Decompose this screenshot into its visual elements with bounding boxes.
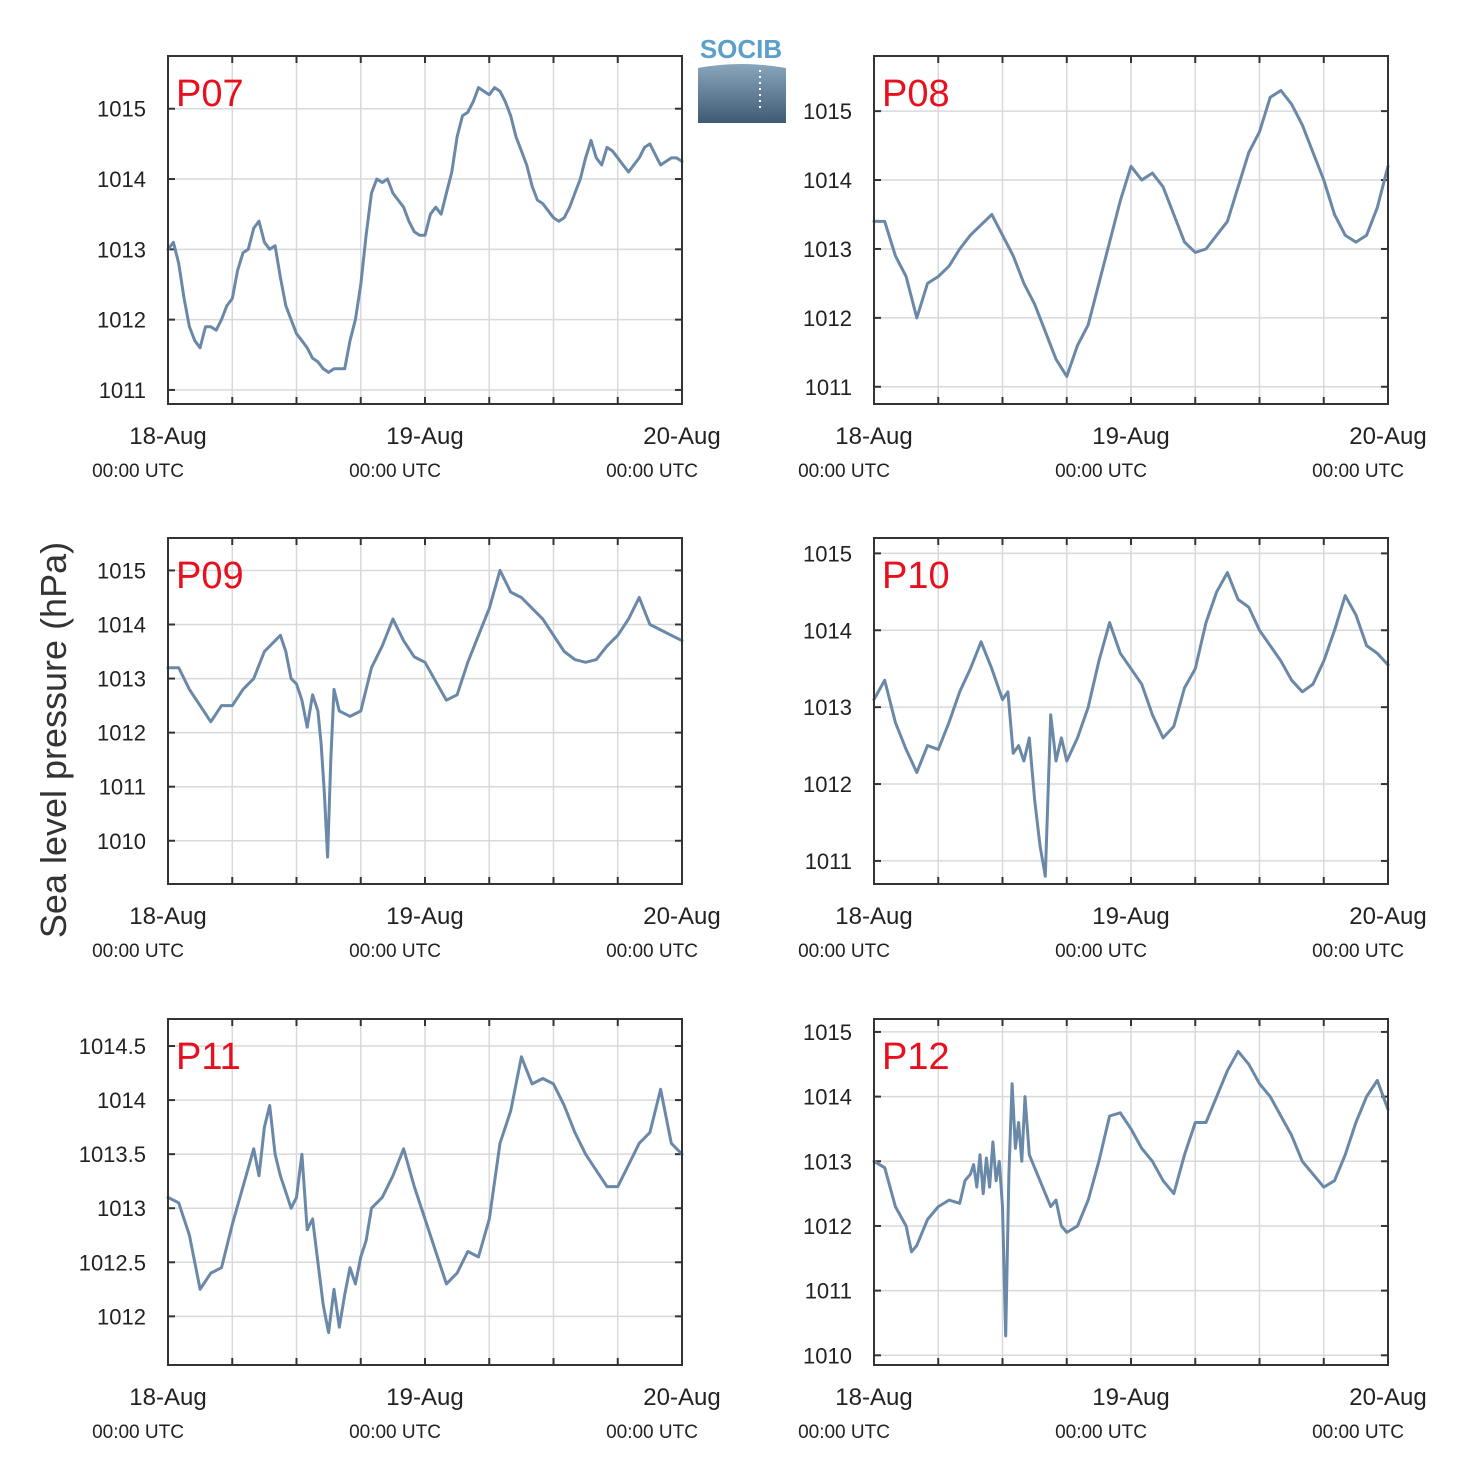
y-tick-label: 1014 bbox=[803, 168, 852, 193]
x-tick-label-time: 00:00 UTC bbox=[92, 1422, 184, 1443]
x-tick-label-date: 18-Aug bbox=[129, 903, 206, 930]
y-tick-label: 1012 bbox=[803, 1214, 852, 1239]
x-tick-label-date: 19-Aug bbox=[1092, 903, 1169, 930]
x-tick-label-time: 00:00 UTC bbox=[606, 941, 698, 962]
x-tick-label-time: 00:00 UTC bbox=[1055, 941, 1147, 962]
x-tick-label-date: 20-Aug bbox=[643, 1384, 720, 1411]
x-tick-label-date: 18-Aug bbox=[129, 1384, 206, 1411]
y-tick-label: 1012.5 bbox=[79, 1250, 146, 1275]
chart-panel-p10: 1011 1012 1013 1014 1015 18-Aug 00:00 UTC 19-Au… bbox=[798, 537, 1427, 962]
y-axis-label: Sea level pressure (hPa) bbox=[33, 542, 74, 938]
socib-logo: SOCIB bbox=[698, 34, 786, 123]
x-tick-label-time: 00:00 UTC bbox=[798, 941, 890, 962]
x-tick-label-date: 18-Aug bbox=[835, 903, 912, 930]
x-tick-label-time: 00:00 UTC bbox=[798, 1422, 890, 1443]
y-tick-label: 1011 bbox=[99, 775, 146, 800]
x-tick-label-time: 00:00 UTC bbox=[92, 461, 184, 482]
y-tick-label: 1012 bbox=[97, 1304, 146, 1329]
y-tick-label: 1014.5 bbox=[79, 1034, 146, 1059]
y-tick-label: 1014 bbox=[803, 1085, 852, 1110]
y-tick-label: 1014 bbox=[97, 613, 146, 638]
y-tick-label: 1011 bbox=[805, 375, 852, 400]
y-tick-label: 1013 bbox=[97, 667, 146, 692]
panel-label-p08: P08 bbox=[882, 73, 950, 115]
x-tick-label-time: 00:00 UTC bbox=[606, 461, 698, 482]
y-tick-label: 1011 bbox=[99, 378, 146, 403]
x-tick-label-time: 00:00 UTC bbox=[1055, 1422, 1147, 1443]
axis-frame bbox=[167, 55, 683, 405]
x-tick-label-time: 00:00 UTC bbox=[1312, 941, 1404, 962]
y-tick-label: 1012 bbox=[97, 308, 146, 333]
x-tick-label-date: 18-Aug bbox=[835, 1384, 912, 1411]
x-tick-label-date: 19-Aug bbox=[386, 1384, 463, 1411]
x-tick-label-date: 20-Aug bbox=[643, 423, 720, 450]
y-tick-label: 1015 bbox=[803, 99, 852, 124]
x-tick-label-time: 00:00 UTC bbox=[1312, 461, 1404, 482]
axis-frame bbox=[873, 537, 1389, 885]
panel-label-p11: P11 bbox=[176, 1036, 241, 1078]
y-tick-label: 1012 bbox=[97, 721, 146, 746]
series-line-p09 bbox=[166, 568, 684, 859]
x-tick-label-time: 00:00 UTC bbox=[349, 1422, 441, 1443]
chart-panel-p12: 1010 1011 1012 1013 1014 1015 18-Aug 00:00 UTC 1… bbox=[798, 1018, 1427, 1443]
y-tick-label: 1010 bbox=[803, 1343, 852, 1368]
x-tick-label-time: 00:00 UTC bbox=[349, 941, 441, 962]
chart-panel-p09: 1010 1011 1012 1013 1014 1015 18-Aug 00:00 UTC 1… bbox=[92, 537, 721, 962]
x-tick-label-time: 00:00 UTC bbox=[1312, 1422, 1404, 1443]
y-tick-label: 1014 bbox=[97, 167, 146, 192]
y-tick-label: 1015 bbox=[803, 1020, 852, 1045]
x-tick-label-time: 00:00 UTC bbox=[349, 461, 441, 482]
x-tick-label-date: 19-Aug bbox=[1092, 1384, 1169, 1411]
y-tick-label: 1015 bbox=[803, 541, 852, 566]
x-tick-label-time: 00:00 UTC bbox=[798, 461, 890, 482]
x-tick-label-date: 19-Aug bbox=[386, 903, 463, 930]
y-tick-label: 1012 bbox=[803, 306, 852, 331]
y-tick-label: 1013 bbox=[97, 237, 146, 262]
series-line-p07 bbox=[166, 86, 684, 374]
panel-label-p07: P07 bbox=[176, 73, 244, 115]
y-tick-label: 1013 bbox=[803, 1149, 852, 1174]
panel-label-p12: P12 bbox=[882, 1036, 950, 1078]
x-tick-label-date: 18-Aug bbox=[835, 423, 912, 450]
y-tick-label: 1014 bbox=[97, 1088, 146, 1113]
y-tick-label: 1010 bbox=[97, 829, 146, 854]
socib-logo-wave-icon bbox=[698, 64, 786, 123]
axis-frame bbox=[873, 55, 1389, 405]
y-tick-label: 1015 bbox=[97, 97, 146, 122]
x-tick-label-date: 18-Aug bbox=[129, 423, 206, 450]
chart-panel-p11: 1012 1012.5 1013 1013.5 1014 1014.5 18-Aug 00:0… bbox=[79, 1018, 721, 1443]
series-line-p10 bbox=[872, 571, 1390, 878]
y-tick-label: 1013 bbox=[97, 1196, 146, 1221]
panel-label-p09: P09 bbox=[176, 555, 244, 597]
x-tick-label-date: 20-Aug bbox=[1349, 1384, 1426, 1411]
y-tick-label: 1013.5 bbox=[79, 1142, 146, 1167]
series-line-p12 bbox=[872, 1049, 1390, 1338]
y-tick-label: 1011 bbox=[805, 1279, 852, 1304]
y-tick-label: 1013 bbox=[803, 237, 852, 262]
y-tick-label: 1011 bbox=[805, 849, 852, 874]
axis-frame bbox=[873, 1018, 1389, 1366]
axis-frame bbox=[167, 537, 683, 885]
y-tick-label: 1015 bbox=[97, 558, 146, 583]
socib-logo-text: SOCIB bbox=[700, 34, 782, 64]
x-tick-label-date: 19-Aug bbox=[386, 423, 463, 450]
x-tick-label-time: 00:00 UTC bbox=[606, 1422, 698, 1443]
panel-label-p10: P10 bbox=[882, 555, 950, 597]
series-line-p11 bbox=[166, 1055, 684, 1335]
y-tick-label: 1014 bbox=[803, 618, 852, 643]
x-tick-label-time: 00:00 UTC bbox=[92, 941, 184, 962]
x-tick-label-date: 19-Aug bbox=[1092, 423, 1169, 450]
chart-panel-p07: 1011 1012 1013 1014 1015 18-Aug 00:00 UTC 19-Au… bbox=[92, 55, 721, 482]
chart-panel-p08: 1011 1012 1013 1014 1015 18-Aug 00:00 UTC 19-Au… bbox=[798, 55, 1427, 482]
y-tick-label: 1013 bbox=[803, 695, 852, 720]
x-tick-label-date: 20-Aug bbox=[1349, 423, 1426, 450]
axis-frame bbox=[167, 1018, 683, 1366]
x-tick-label-date: 20-Aug bbox=[643, 903, 720, 930]
y-tick-label: 1012 bbox=[803, 772, 852, 797]
x-tick-label-time: 00:00 UTC bbox=[1055, 461, 1147, 482]
series-line-p08 bbox=[872, 89, 1390, 378]
x-tick-label-date: 20-Aug bbox=[1349, 903, 1426, 930]
